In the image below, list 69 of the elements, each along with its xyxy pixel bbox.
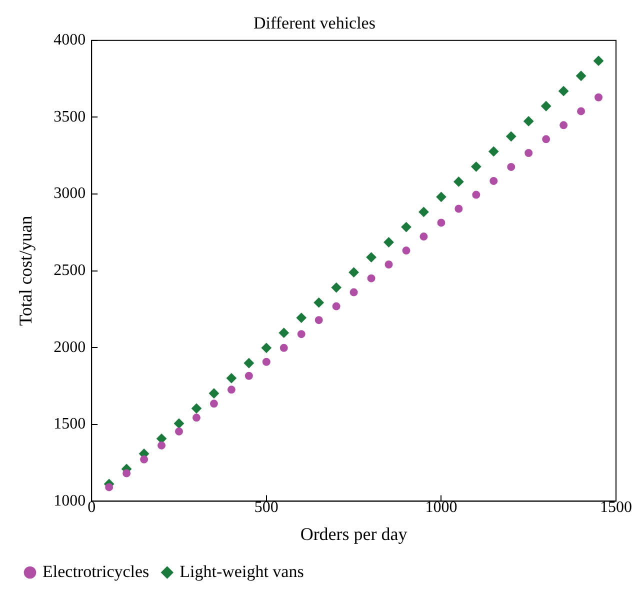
point [577, 107, 586, 116]
point [454, 204, 463, 213]
point [314, 298, 324, 308]
point [594, 93, 603, 102]
point [210, 400, 218, 408]
point [226, 373, 236, 384]
point [332, 302, 340, 310]
point [278, 328, 289, 338]
y-tick-label: 3000 [54, 185, 86, 202]
point [208, 388, 219, 398]
point [471, 162, 482, 172]
point [524, 116, 534, 126]
point [261, 342, 272, 353]
point [122, 469, 131, 478]
legend-label: Light-weight vans [180, 562, 304, 581]
point [297, 330, 306, 338]
point [418, 206, 429, 217]
point [558, 86, 569, 96]
chart-title: Different vehicles [254, 14, 376, 33]
point [384, 237, 394, 248]
point [437, 218, 446, 227]
point [576, 70, 586, 81]
x-tick-label: 1500 [600, 499, 632, 516]
point [490, 176, 498, 185]
x-tick-label: 500 [254, 499, 278, 516]
point [454, 176, 464, 187]
point [348, 267, 359, 278]
point [331, 282, 342, 293]
point [420, 232, 428, 241]
y-tick-label: 3500 [54, 108, 86, 126]
point [175, 427, 183, 436]
point [472, 190, 480, 199]
y-tick-label: 2500 [54, 262, 86, 280]
point [140, 455, 148, 464]
y-tick-label: 2000 [54, 338, 86, 356]
point [594, 56, 604, 66]
point [542, 135, 550, 144]
point [244, 358, 254, 368]
x-axis-title: Orders per day [300, 524, 408, 544]
point [105, 483, 114, 492]
point [227, 386, 236, 394]
point [560, 121, 568, 130]
point [296, 312, 306, 323]
point [506, 131, 516, 142]
point [174, 418, 184, 428]
legend-label: Electrotricycles [42, 562, 150, 581]
point [507, 162, 516, 171]
point [541, 101, 552, 112]
point [192, 414, 200, 422]
point [244, 372, 253, 380]
point [366, 252, 376, 262]
point [314, 316, 323, 324]
point [158, 441, 166, 450]
point [191, 403, 202, 414]
point [488, 146, 499, 156]
y-tick-label: 1500 [54, 416, 86, 433]
point [384, 260, 393, 269]
point [280, 344, 288, 352]
x-tick-label: 1000 [425, 499, 458, 516]
point [262, 358, 270, 366]
y-tick-label: 4000 [54, 32, 86, 49]
point [436, 192, 446, 202]
point [524, 148, 533, 157]
point [350, 288, 358, 296]
point [402, 246, 410, 255]
y-axis-title: Total cost/yuan [16, 216, 36, 326]
point [401, 222, 412, 232]
x-tick-label: 0 [88, 499, 96, 516]
point [367, 274, 376, 282]
